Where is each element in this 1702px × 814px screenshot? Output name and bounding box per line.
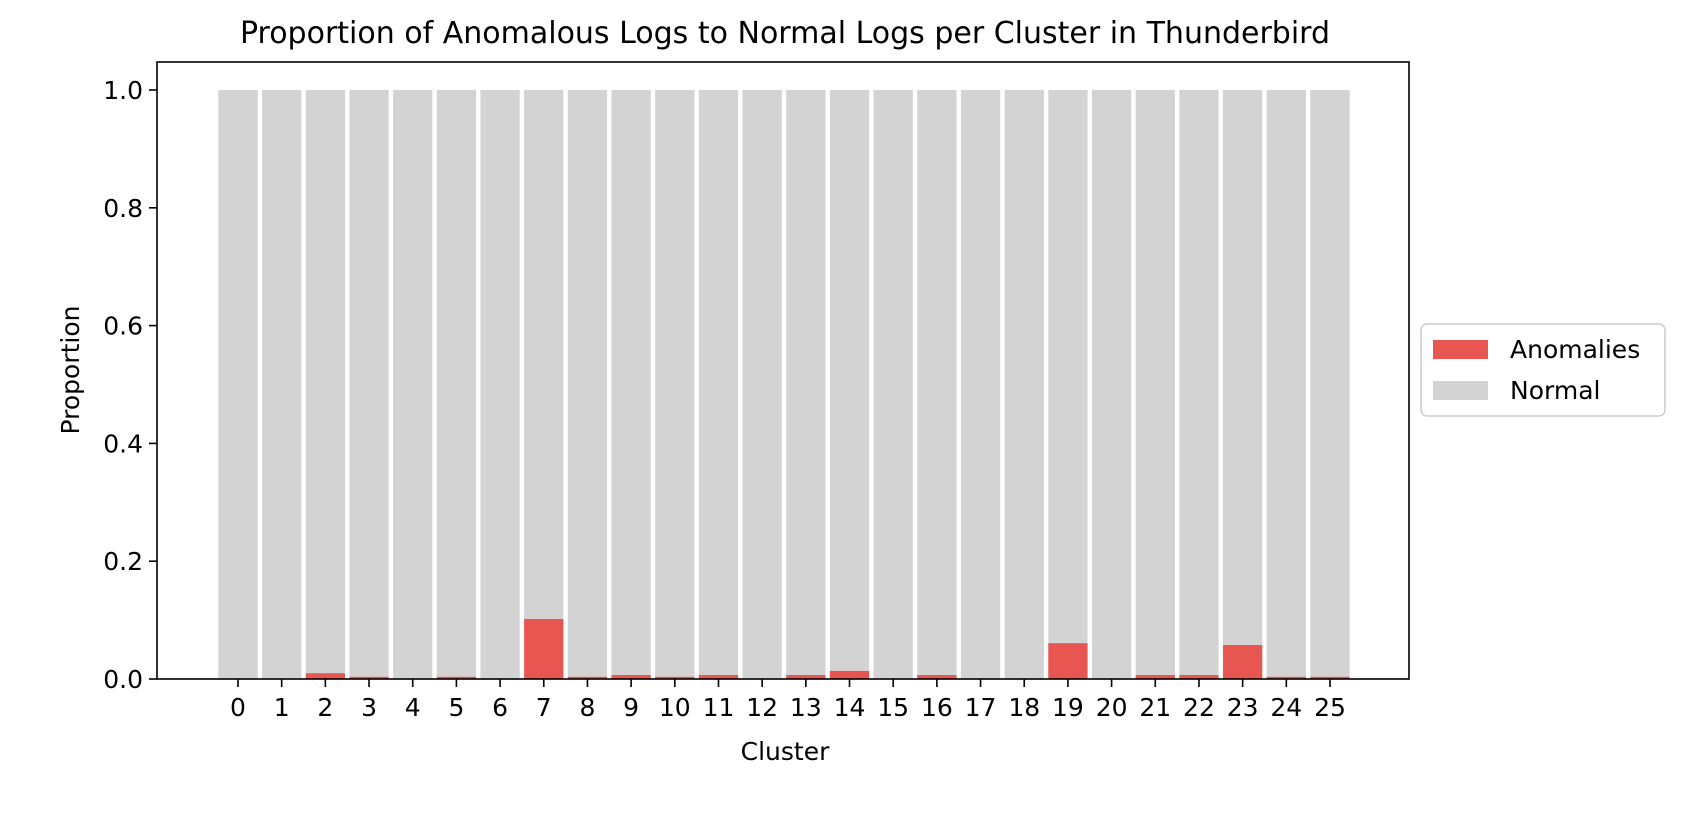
x-tick-label-12: 12 [746,693,778,722]
x-tick-label-16: 16 [921,693,953,722]
plot-frame [156,61,1410,680]
bar-normal-15 [873,90,913,679]
x-tick-label-1: 1 [274,693,290,722]
legend-label-normal: Normal [1510,376,1600,405]
bar-normal-20 [1091,90,1132,679]
y-tick-label-0.2: 0.2 [103,547,143,576]
bar-normal-17 [960,90,1001,679]
x-tick-label-8: 8 [579,693,595,722]
bar-normal-25 [1310,90,1350,677]
bar-anomalies-5 [436,676,477,679]
x-tick-label-18: 18 [1008,693,1040,722]
legend-swatch-anomalies [1433,340,1488,359]
bar-anomalies-21 [1135,674,1175,679]
x-tick-label-5: 5 [448,693,464,722]
legend-swatch-normal [1433,381,1488,400]
x-tick-label-9: 9 [623,693,639,722]
bar-normal-10 [655,90,695,677]
bar-anomalies-8 [567,676,608,679]
y-tick-label-0.8: 0.8 [103,194,143,223]
bar-normal-18 [1004,90,1044,679]
bar-anomalies-25 [1310,676,1350,679]
bar-anomalies-3 [349,676,389,679]
x-axis: 0 1 2 3 4 5 6 7 8 9 10 11 12 13 14 15 16 17 18 19 20 21 22 23 24… [230,679,1346,722]
bar-normal-3 [349,90,389,677]
x-tick-label-21: 21 [1139,693,1171,722]
x-tick-label-17: 17 [965,693,997,722]
x-tick-label-22: 22 [1183,693,1215,722]
bar-normal-23 [1222,90,1263,645]
bar-anomalies-22 [1179,674,1219,679]
x-tick-label-11: 11 [703,693,735,722]
bar-anomalies-10 [655,676,695,679]
bar-normal-13 [786,90,826,675]
bar-normal-24 [1266,90,1306,677]
bar-normal-5 [436,90,477,677]
bar-normal-19 [1048,90,1088,644]
bar-anomalies-19 [1048,643,1088,679]
x-tick-label-3: 3 [361,693,377,722]
x-tick-label-25: 25 [1314,693,1346,722]
y-axis-label: Proportion [56,306,85,435]
legend: Anomalies Normal [1420,323,1666,417]
x-tick-label-19: 19 [1052,693,1084,722]
bar-normal-8 [567,90,608,677]
bar-anomalies-11 [698,674,739,679]
x-tick-label-15: 15 [877,693,909,722]
bar-normal-22 [1179,90,1219,675]
bar-anomalies-16 [917,674,957,679]
bar-normal-9 [611,90,651,675]
bar-normal-4 [393,90,433,679]
bar-normal-7 [524,90,564,619]
bar-normal-21 [1135,90,1175,675]
y-tick-label-0.4: 0.4 [103,429,143,458]
x-tick-label-14: 14 [834,693,866,722]
y-tick-label-0.0: 0.0 [103,665,143,694]
bar-anomalies-24 [1266,676,1306,679]
bar-normal-0 [218,90,258,679]
x-tick-label-0: 0 [230,693,246,722]
bar-anomalies-2 [305,673,346,679]
x-tick-label-24: 24 [1270,693,1302,722]
x-tick-label-4: 4 [405,693,421,722]
x-tick-label-10: 10 [659,693,691,722]
x-tick-label-7: 7 [536,693,552,722]
y-tick-label-0.6: 0.6 [103,312,143,341]
x-tick-label-20: 20 [1096,693,1128,722]
x-tick-label-6: 6 [492,693,508,722]
bar-normal-6 [480,90,520,679]
bar-anomalies-9 [611,674,651,679]
bar-normal-14 [829,90,870,671]
x-tick-label-2: 2 [317,693,333,722]
bar-anomalies-23 [1222,644,1263,679]
bar-normal-2 [305,90,346,674]
y-axis: 0.0 0.2 0.4 0.6 0.8 1.0 [103,76,157,694]
bar-normal-16 [917,90,957,675]
x-tick-label-13: 13 [790,693,822,722]
bars-group [218,90,1350,679]
bar-normal-12 [742,90,782,679]
y-tick-label-1.0: 1.0 [103,76,143,105]
x-axis-label: Cluster [741,737,830,766]
bar-anomalies-14 [829,670,870,679]
chart-title: Proportion of Anomalous Logs to Normal L… [240,16,1330,51]
x-tick-label-23: 23 [1227,693,1259,722]
bar-anomalies-7 [524,618,564,679]
bar-normal-11 [698,90,739,675]
bar-anomalies-13 [786,674,826,679]
bar-normal-1 [262,90,302,679]
legend-label-anomalies: Anomalies [1510,335,1640,364]
